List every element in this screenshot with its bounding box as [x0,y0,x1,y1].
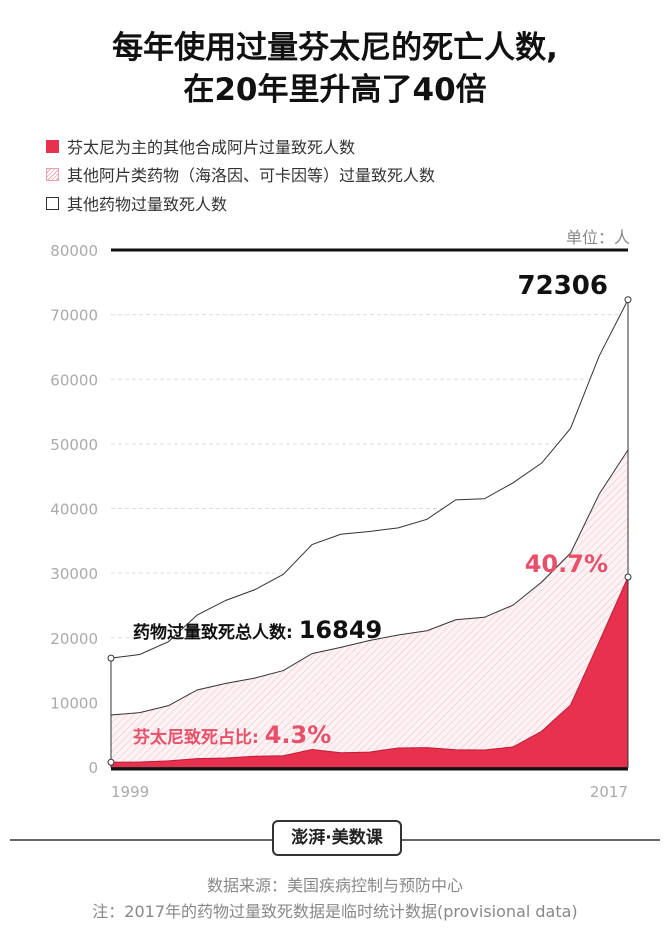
unit-label: 单位：人 [565,228,630,247]
area-other-opioids [110,448,629,768]
legend-swatch-outline [46,196,59,210]
legend-item-other-drugs: 其他药物过量致死人数 [46,191,227,215]
chart-title-line1: 每年使用过量芬太尼的死亡人数, [112,30,558,66]
annotation-share-2017: 40.7% [525,550,608,578]
y-tick-label: 50000 [50,436,98,454]
y-tick-label: 70000 [50,307,98,325]
legend-swatch-solid [46,139,59,153]
legend-label: 其他阿片类药物（海洛因、可卡因等）过量致死人数 [67,166,436,185]
annotation-total-1999: 药物过量致死总人数: 16849 [133,616,382,644]
legend-item-other-opioids: 其他阿片类药物（海洛因、可卡因等）过量致死人数 [46,162,435,186]
y-tick-label: 0 [88,759,98,777]
y-tick-label: 20000 [50,630,98,648]
line-fentanyl [110,576,629,763]
x-tick-label: 1999 [111,783,149,801]
legend-label: 芬太尼为主的其他合成阿片过量致死人数 [67,138,356,157]
source-text: 数据来源：美国疾病控制与预防中心 [206,876,463,895]
data-point-marker [624,573,632,581]
y-tick-label: 10000 [50,694,98,712]
y-tick-label: 40000 [50,501,98,519]
x-tick-label: 2017 [590,783,628,801]
legend-swatch-hatched [46,167,59,181]
data-point-marker [107,654,115,662]
y-tick-label: 80000 [50,242,98,260]
legend-label: 其他药物过量致死人数 [67,195,228,214]
y-tick-label: 60000 [50,371,98,389]
y-tick-label: 30000 [50,565,98,583]
data-point-marker [624,296,632,304]
area-fentanyl [111,576,628,767]
annotation-total-2017: 72306 [518,271,608,301]
note-text: 注：2017年的药物过量致死数据是临时统计数据(provisional data… [92,902,578,921]
annotation-share-1999: 芬太尼致死占比: 4.3% [132,721,331,749]
data-point-marker [107,758,115,766]
publisher-logo: 澎湃·美数课 [272,820,402,856]
chart-title-line2: 在20年里升高了40倍 [183,72,487,108]
legend-item-fentanyl: 芬太尼为主的其他合成阿片过量致死人数 [46,134,355,158]
